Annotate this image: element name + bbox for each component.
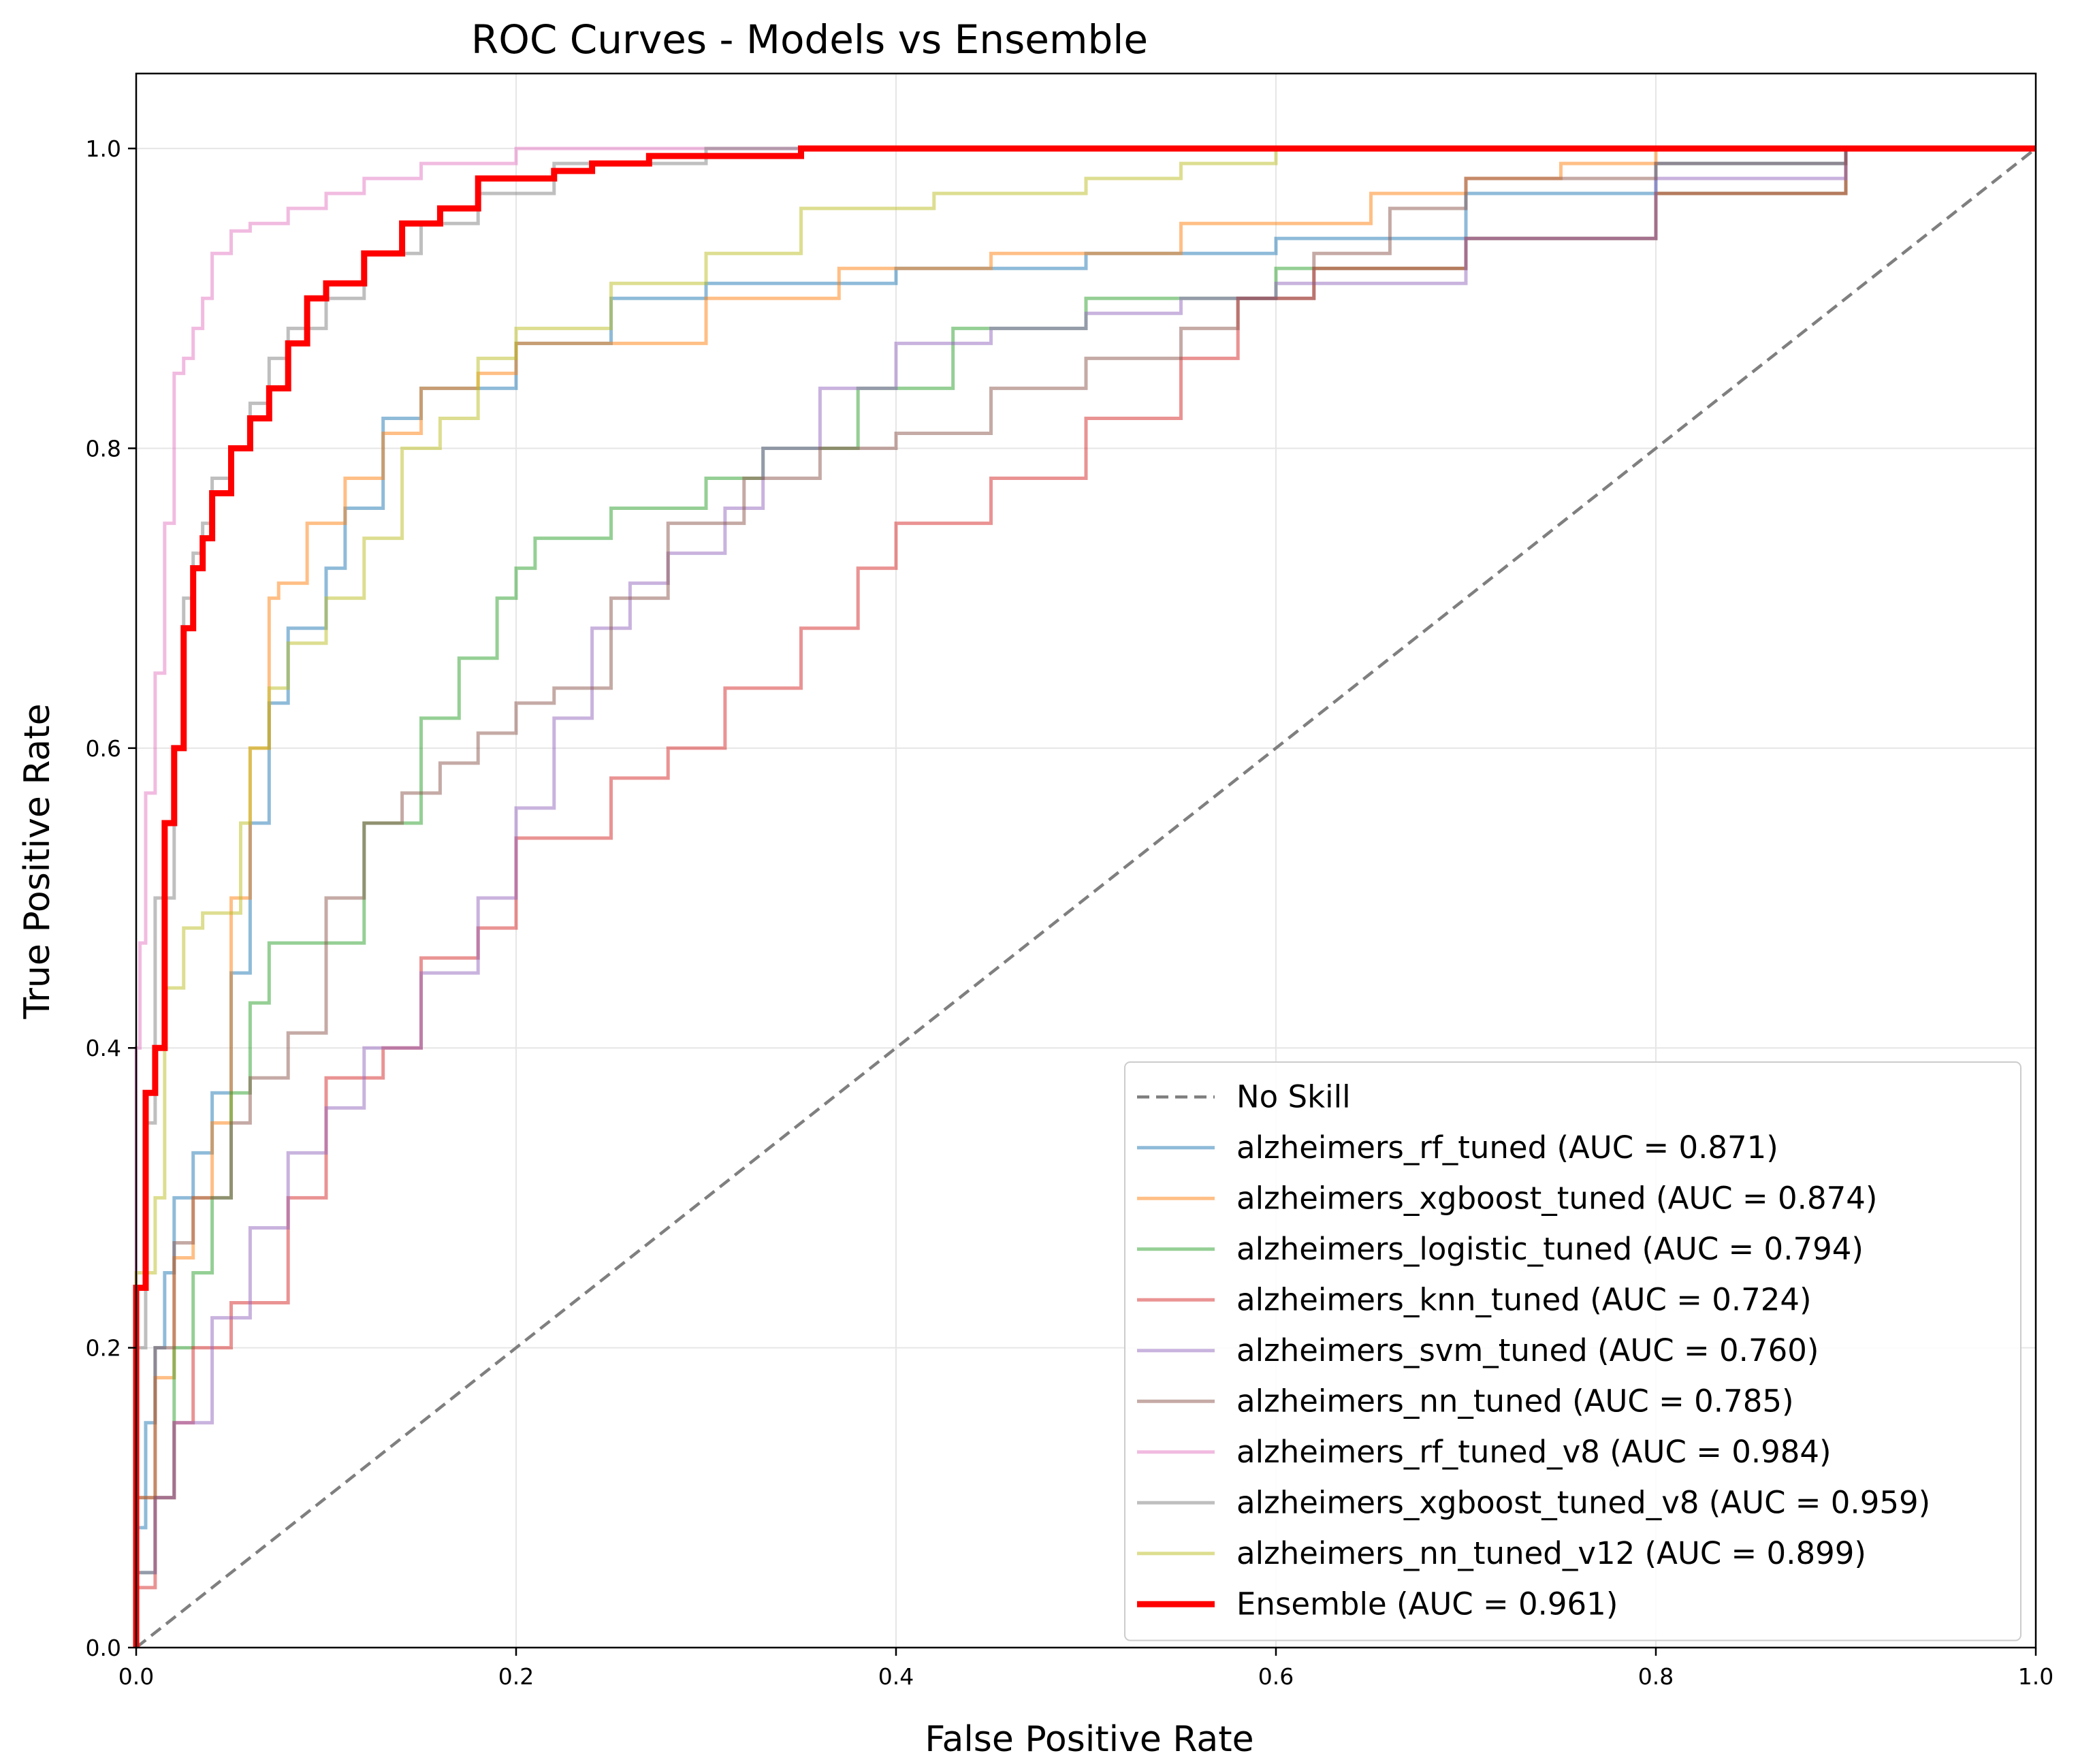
- x-axis-label: False Positive Rate: [925, 1719, 1253, 1760]
- series-layer: [133, 145, 2037, 1649]
- x-tick-label: 0.0: [118, 1663, 154, 1690]
- y-tick-label: 0.4: [86, 1035, 121, 1061]
- legend-entry: alzheimers_svm_tuned (AUC = 0.760): [1236, 1332, 1819, 1368]
- legend-entry: alzheimers_nn_tuned (AUC = 0.785): [1236, 1383, 1794, 1419]
- y-tick-label: 0.6: [86, 735, 121, 762]
- x-tick-label: 0.2: [498, 1663, 534, 1690]
- y-tick-label: 1.0: [86, 135, 121, 162]
- legend-entry: alzheimers_nn_tuned_v12 (AUC = 0.899): [1236, 1535, 1866, 1571]
- legend-entry: alzheimers_xgboost_tuned_v8 (AUC = 0.959…: [1236, 1484, 1930, 1520]
- legend-box: [1124, 1061, 2021, 1641]
- y-axis-label: True Positive Rate: [17, 703, 58, 1019]
- series-line-alzheimers-nn-tuned-v12: [134, 146, 2036, 1648]
- x-tick-label: 1.0: [2018, 1663, 2053, 1690]
- legend: No Skill alzheimers_rf_tuned (AUC = 0.871…: [1124, 1061, 2021, 1641]
- y-tick-label: 0.2: [86, 1335, 121, 1362]
- series-line-no-skill: [135, 147, 2037, 1649]
- legend-entry: Ensemble (AUC = 0.961): [1236, 1586, 1618, 1622]
- legend-entry: alzheimers_xgboost_tuned (AUC = 0.874): [1236, 1180, 1877, 1216]
- series-line-alzheimers-svm-tuned: [134, 146, 2036, 1648]
- legend-entry: alzheimers_knn_tuned (AUC = 0.724): [1236, 1281, 1812, 1317]
- series-line-alzheimers-nn-tuned: [134, 146, 2036, 1648]
- plot-frame: [135, 72, 2037, 1649]
- x-tick-label: 0.6: [1258, 1663, 1294, 1690]
- series-line-ensemble: [133, 145, 2036, 1648]
- legend-entry: alzheimers_rf_tuned_v8 (AUC = 0.984): [1236, 1434, 1832, 1470]
- x-tick-label: 0.4: [878, 1663, 914, 1690]
- x-tick-label: 0.8: [1638, 1663, 1674, 1690]
- y-tick-label: 0.0: [86, 1635, 121, 1661]
- legend-entry: alzheimers_rf_tuned (AUC = 0.871): [1236, 1129, 1778, 1166]
- series-line-alzheimers-rf-tuned-v8: [134, 146, 2036, 1648]
- legend-items: No Skill alzheimers_rf_tuned (AUC = 0.871…: [1137, 1078, 1930, 1622]
- ticks: 0.0 0.2 0.4 0.6 0.8 1.0 0.0 0.2 0.4 0.6 0.8 1.0: [86, 135, 2054, 1690]
- legend-entry: No Skill: [1236, 1078, 1351, 1114]
- legend-entry: alzheimers_logistic_tuned (AUC = 0.794): [1236, 1231, 1864, 1267]
- chart-title: ROC Curves - Models vs Ensemble: [471, 16, 1148, 63]
- y-tick-label: 0.8: [86, 435, 121, 462]
